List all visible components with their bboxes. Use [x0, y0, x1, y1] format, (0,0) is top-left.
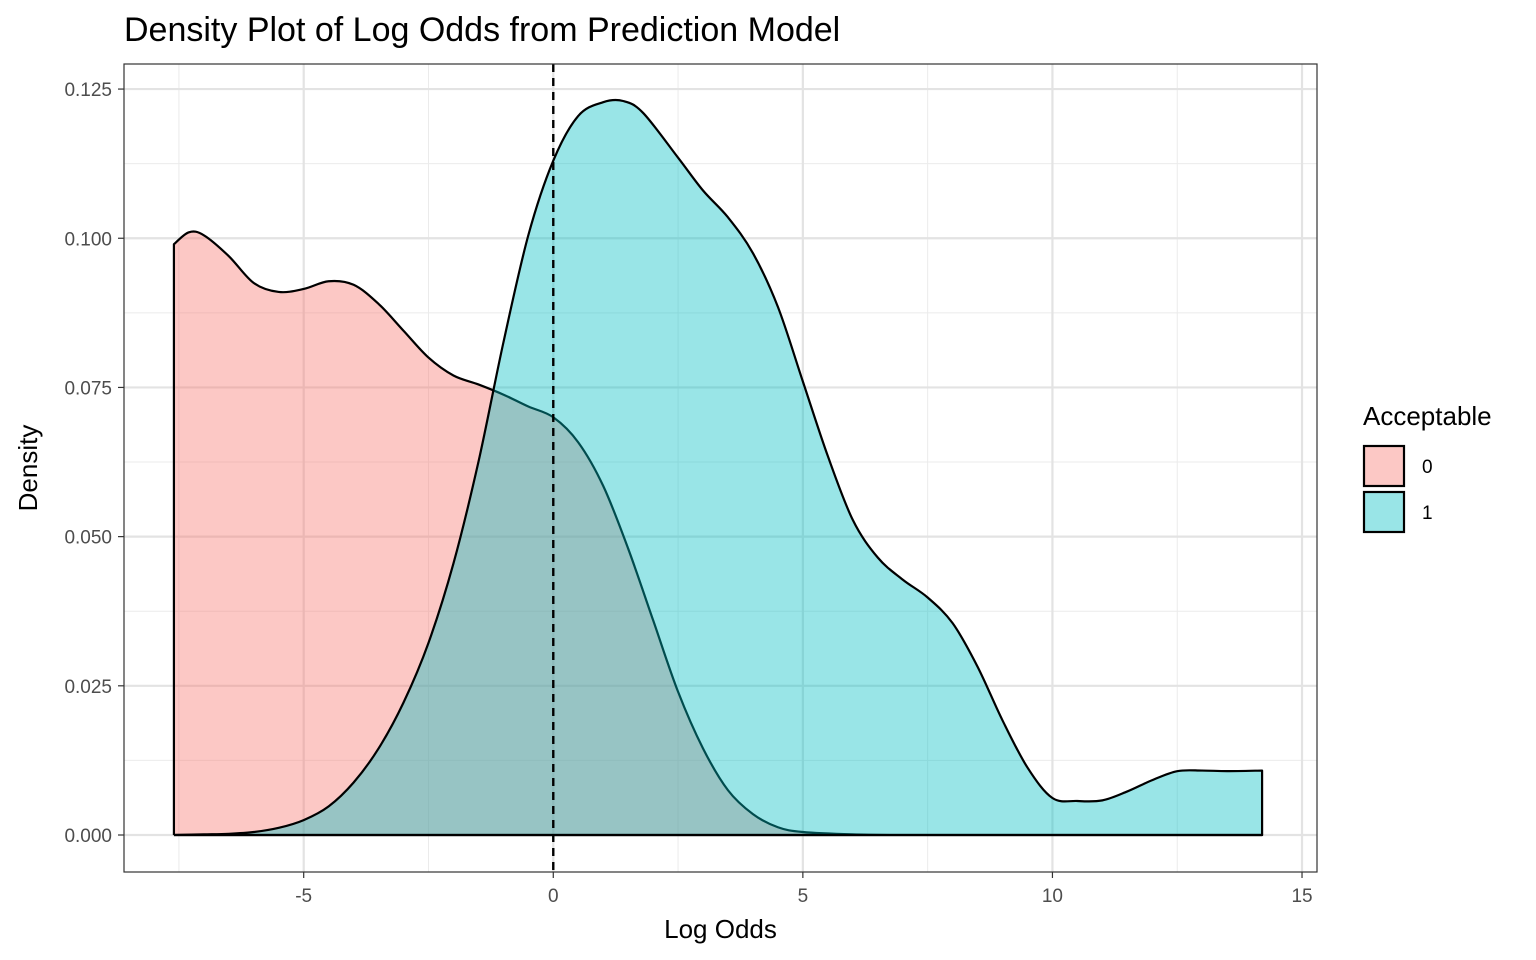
y-tick-label: 0.050 [64, 528, 112, 549]
y-tick-label: 0.025 [64, 677, 112, 698]
density-area-1 [173, 99, 1263, 836]
x-tick-label: 15 [1291, 886, 1312, 907]
density-outline-1 [173, 98, 1264, 837]
legend-key-bg [1363, 491, 1405, 533]
y-tick-label: 0.100 [64, 229, 112, 250]
density-series [172, 98, 1264, 837]
x-tick-label: 5 [798, 886, 809, 907]
x-tick-label: -5 [295, 886, 312, 907]
density-area-0 [173, 231, 1263, 836]
plot-panel-border [123, 63, 1318, 873]
legend-swatch-0 [1362, 444, 1406, 488]
legend-label-1: 1 [1422, 503, 1433, 524]
y-tick-label: 0.125 [64, 80, 112, 101]
y-axis: 0.000 0.025 0.050 0.075 0.100 0.125 [64, 80, 124, 847]
grid [124, 64, 1317, 872]
y-axis-title: Density [13, 425, 43, 512]
x-tick-label: 10 [1042, 886, 1063, 907]
x-axis-title: Log Odds [664, 914, 777, 944]
legend-label-0: 0 [1422, 457, 1433, 478]
legend-key-bg [1363, 445, 1405, 487]
y-tick-label: 0.075 [64, 378, 112, 399]
legend: Acceptable 0 1 [1362, 401, 1492, 534]
x-tick-label: 0 [548, 886, 559, 907]
x-axis: -5 0 5 10 15 [295, 872, 1313, 907]
legend-swatch-1 [1362, 490, 1406, 534]
y-tick-label: 0.000 [64, 826, 112, 847]
chart-title: Density Plot of Log Odds from Prediction… [124, 11, 840, 49]
legend-title: Acceptable [1363, 401, 1492, 431]
